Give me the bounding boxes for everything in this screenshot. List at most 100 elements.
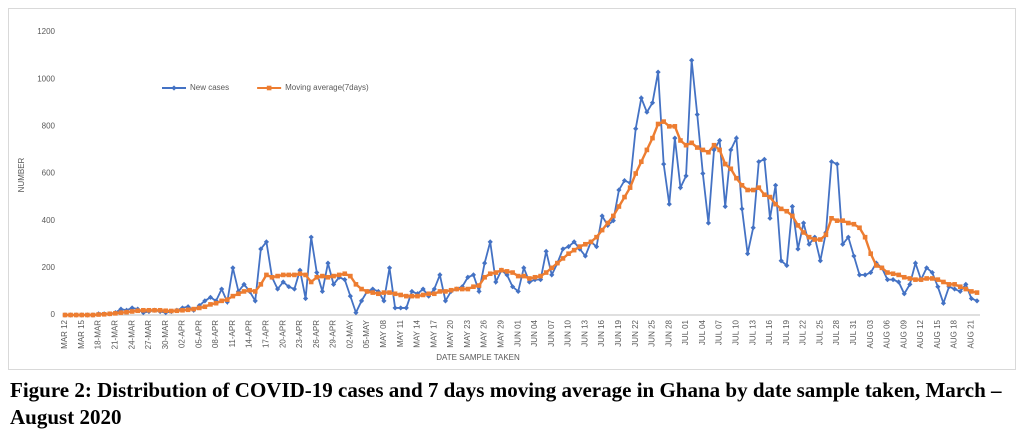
point — [266, 85, 272, 91]
point — [638, 159, 644, 165]
point — [717, 147, 722, 153]
y-tick-label: 400 — [42, 216, 56, 225]
point — [772, 182, 779, 188]
x-tick-label: 29-APR — [329, 320, 338, 348]
point — [482, 274, 487, 280]
point — [817, 258, 823, 264]
point — [392, 291, 398, 297]
x-tick-label: JUL 25 — [815, 319, 824, 345]
legend-label: Moving average(7days) — [285, 83, 369, 92]
point — [711, 147, 717, 153]
point — [565, 244, 572, 250]
point — [247, 287, 252, 293]
point — [96, 312, 101, 317]
x-tick-label: 02-MAY — [345, 319, 354, 348]
point — [834, 161, 840, 167]
point — [963, 286, 969, 292]
point — [818, 237, 823, 242]
point — [286, 272, 292, 278]
point — [269, 274, 275, 280]
point — [549, 272, 555, 278]
point — [823, 232, 829, 238]
point — [661, 161, 667, 167]
point — [527, 276, 532, 281]
point — [672, 124, 678, 129]
x-tick-label: AUG 21 — [967, 319, 976, 348]
point — [566, 251, 571, 256]
point — [806, 234, 812, 240]
point — [728, 147, 734, 153]
point — [555, 260, 560, 266]
point — [644, 147, 650, 153]
point — [610, 218, 616, 224]
point — [521, 273, 527, 279]
point — [381, 290, 387, 295]
point — [666, 124, 672, 129]
point — [101, 311, 107, 317]
point — [851, 221, 857, 227]
x-tick-label: 05-MAY — [362, 319, 371, 348]
point — [678, 138, 683, 143]
point — [330, 281, 337, 287]
point — [745, 187, 750, 193]
point — [493, 279, 499, 285]
point — [370, 286, 376, 292]
x-tick-label: 05-APR — [194, 320, 203, 348]
point — [946, 282, 952, 287]
point — [728, 166, 734, 172]
point — [376, 291, 381, 297]
point — [426, 291, 431, 297]
point — [661, 119, 666, 124]
point — [655, 69, 661, 75]
point — [622, 194, 627, 200]
point — [957, 284, 963, 289]
x-tick-label: JUL 16 — [765, 319, 774, 345]
point — [583, 241, 588, 247]
point — [90, 312, 96, 318]
point — [762, 192, 767, 198]
point — [476, 283, 482, 288]
point — [952, 282, 957, 287]
x-tick-label: 17-APR — [262, 320, 271, 348]
point — [241, 281, 247, 287]
point — [549, 265, 555, 271]
point — [941, 279, 946, 285]
point — [196, 305, 202, 311]
point — [292, 272, 297, 278]
point — [907, 276, 913, 281]
point — [722, 161, 728, 167]
point — [493, 270, 499, 275]
point — [185, 304, 191, 310]
point — [918, 277, 924, 282]
point — [113, 311, 118, 316]
point — [465, 286, 471, 292]
y-tick-label: 0 — [51, 310, 56, 319]
y-tick-label: 600 — [42, 169, 56, 178]
x-tick-label: JUN 13 — [580, 319, 589, 346]
x-tick-label: JUL 01 — [681, 319, 690, 345]
point — [465, 274, 471, 280]
point — [510, 284, 516, 290]
point — [353, 310, 359, 316]
point — [398, 292, 404, 298]
point — [169, 308, 174, 314]
x-tick-label: MAY 11 — [396, 319, 405, 347]
point — [291, 286, 297, 292]
x-tick-label: 24-MAR — [127, 320, 136, 350]
point — [896, 279, 902, 285]
point — [650, 135, 655, 141]
point — [605, 220, 611, 226]
point — [515, 273, 521, 279]
point — [571, 247, 577, 253]
point — [974, 298, 980, 304]
point — [459, 286, 465, 292]
x-tick-label: AUG 03 — [866, 319, 875, 348]
point — [487, 271, 493, 277]
point — [392, 305, 398, 311]
point — [286, 284, 292, 290]
point — [711, 142, 717, 148]
x-tick-label: 02-APR — [178, 320, 187, 348]
point — [302, 295, 309, 302]
point — [543, 270, 549, 275]
point — [521, 265, 527, 271]
